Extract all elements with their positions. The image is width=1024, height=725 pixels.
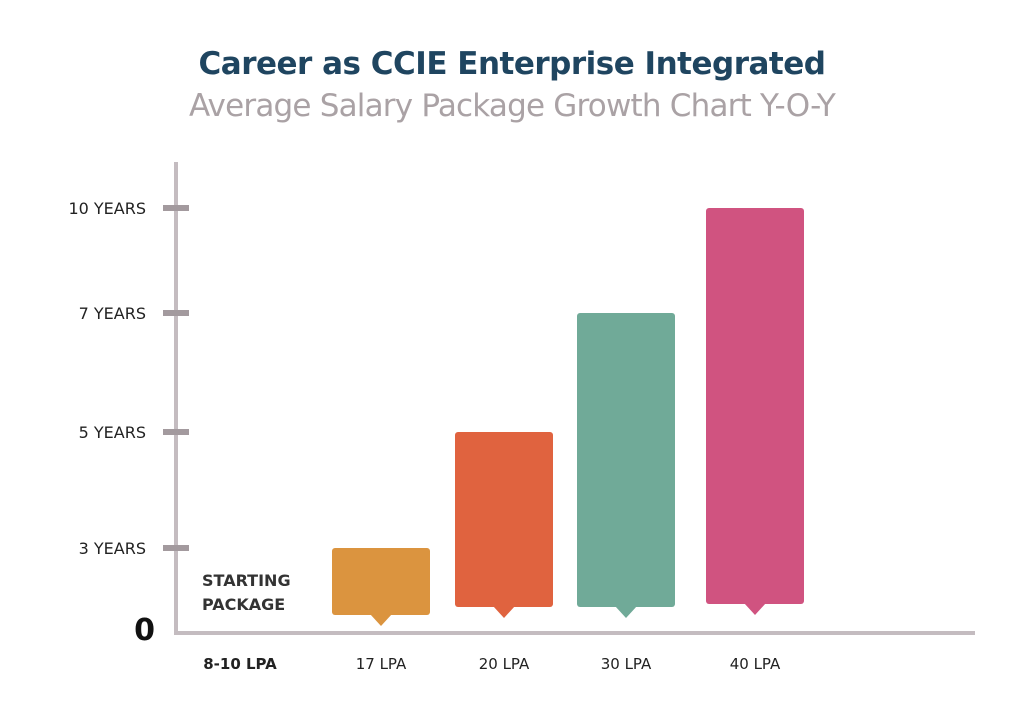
x-tick-label: 40 LPA — [730, 655, 781, 673]
y-tick-label: 7 YEARS — [79, 304, 146, 323]
y-tick-label: 10 YEARS — [68, 199, 146, 218]
x-tick-label: 30 LPA — [601, 655, 652, 673]
bar-pointer — [493, 606, 515, 618]
bar — [577, 313, 675, 607]
x-tick-label: 20 LPA — [479, 655, 530, 673]
x-tick-label: 8-10 LPA — [203, 655, 277, 673]
bar — [455, 432, 553, 607]
bar-pointer — [744, 603, 766, 615]
annotation-starting-package: STARTING PACKAGE — [202, 571, 291, 614]
chart-title: Career as CCIE Enterprise Integrated — [198, 46, 826, 82]
y-tick-label: 3 YEARS — [79, 539, 146, 558]
chart-subtitle: Average Salary Package Growth Chart Y-O-… — [188, 88, 836, 124]
y-tick-label: 5 YEARS — [79, 423, 146, 442]
bar — [706, 208, 804, 604]
y-tick-label-0: 0 — [134, 613, 155, 648]
x-tick-label: 17 LPA — [356, 655, 407, 673]
bar-pointer — [615, 606, 637, 618]
bar-pointer — [370, 614, 392, 626]
bar — [332, 548, 430, 615]
